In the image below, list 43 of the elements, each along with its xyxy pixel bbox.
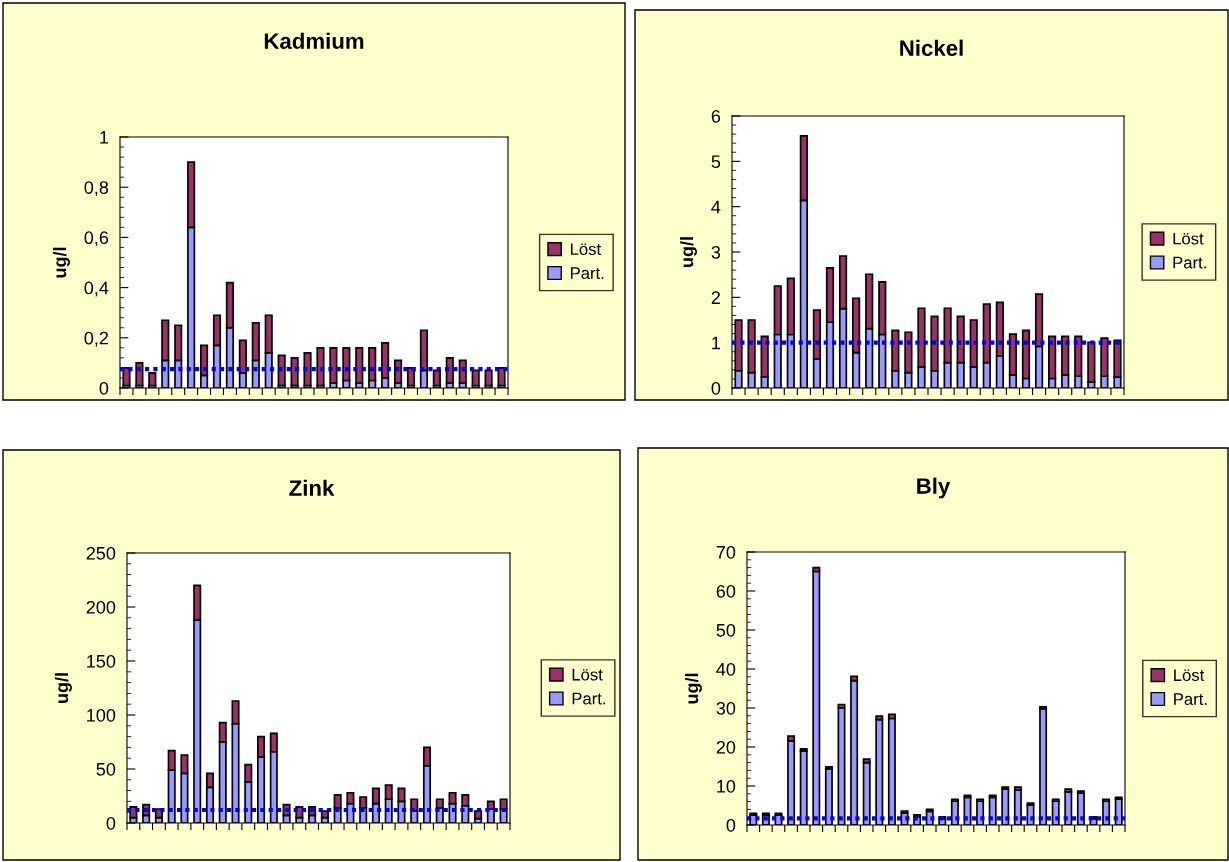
- legend-label: Part.: [1173, 256, 1206, 269]
- y-tick-label: 2: [711, 291, 720, 304]
- y-tick-label: 200: [86, 600, 116, 614]
- y-tick-label: 0: [106, 816, 116, 830]
- y-tick-label: 70: [716, 545, 736, 559]
- legend-label: Löst: [1173, 232, 1204, 245]
- legend-label: Löst: [1174, 669, 1205, 682]
- chart-title: Kadmium: [264, 32, 364, 49]
- y-tick-label: 150: [87, 654, 116, 668]
- y-tick-label: 50: [716, 623, 736, 637]
- y-tick-label: 0: [99, 381, 109, 395]
- y-tick-label: 0: [711, 381, 721, 395]
- y-axis-title: ug/l: [680, 237, 697, 267]
- y-tick-label: 50: [96, 762, 116, 776]
- y-tick-label: 0,2: [84, 331, 108, 347]
- y-tick-label: 0,8: [84, 181, 109, 197]
- y-tick-label: 20: [716, 740, 736, 754]
- y-tick-label: 0,6: [84, 231, 109, 247]
- legend-label: Part.: [572, 692, 605, 705]
- y-tick-label: 3: [711, 245, 721, 259]
- y-tick-label: 1: [100, 131, 109, 144]
- y-tick-label: 40: [716, 662, 736, 676]
- y-tick-label: 0,4: [84, 281, 109, 297]
- legend-label: Löst: [572, 668, 603, 681]
- chart-title: Zink: [289, 479, 335, 496]
- y-tick-label: 10: [717, 779, 736, 793]
- y-tick-label: 0: [726, 818, 736, 832]
- legend-label: Part.: [570, 267, 604, 279]
- y-tick-label: 1: [712, 336, 721, 350]
- legend-label: Löst: [570, 243, 601, 256]
- y-axis-title: ug/l: [54, 673, 72, 703]
- chart-title: Nickel: [900, 39, 963, 56]
- y-tick-label: 100: [87, 708, 116, 722]
- y-tick-label: 250: [86, 546, 116, 560]
- y-tick-label: 5: [711, 155, 721, 169]
- y-axis-title: ug/l: [52, 247, 70, 278]
- y-axis-title: ug/l: [685, 673, 702, 704]
- y-tick-label: 60: [716, 584, 736, 598]
- legend-label: Part.: [1174, 693, 1207, 705]
- y-tick-label: 4: [711, 200, 721, 214]
- y-tick-label: 6: [711, 109, 721, 123]
- chart-title: Bly: [917, 477, 951, 499]
- y-tick-label: 30: [716, 701, 736, 715]
